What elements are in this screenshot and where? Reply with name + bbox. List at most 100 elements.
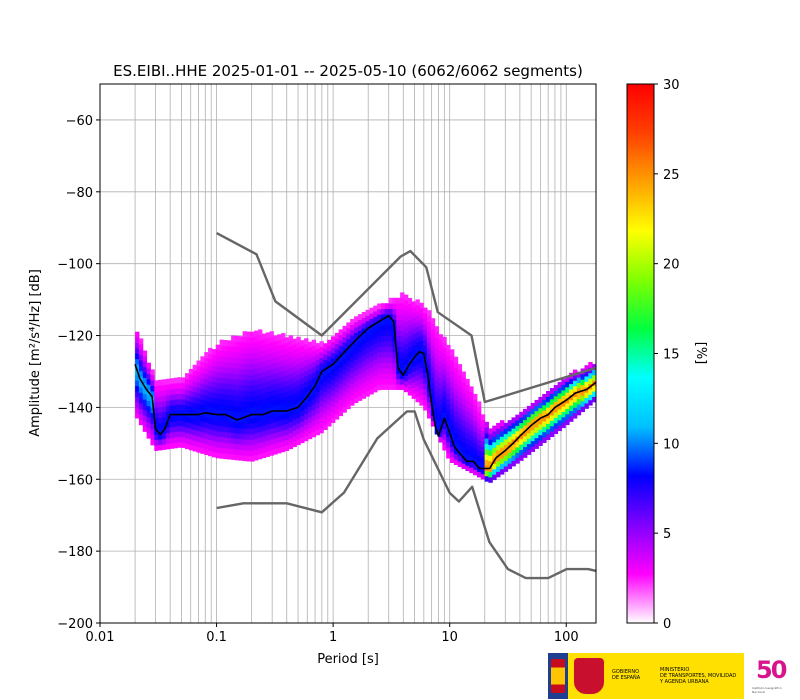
density-cell	[231, 351, 236, 358]
density-cell	[469, 413, 474, 420]
density-cell	[146, 416, 151, 423]
density-cell	[319, 395, 324, 401]
density-cell	[461, 425, 466, 432]
density-cell	[392, 308, 397, 315]
density-cell	[553, 385, 559, 391]
density-cell	[277, 425, 282, 432]
density-cell	[553, 428, 559, 435]
density-cell	[569, 394, 574, 401]
density-cell	[469, 440, 474, 447]
density-cell	[530, 429, 536, 436]
density-cell	[542, 420, 547, 427]
density-cell	[519, 422, 524, 429]
density-cell	[338, 350, 343, 357]
density-cell	[211, 392, 217, 399]
density-cell	[519, 444, 524, 451]
density-cell	[242, 417, 247, 424]
density-cell	[284, 445, 290, 451]
density-cell	[523, 446, 528, 453]
density-cell	[400, 378, 405, 385]
density-cell	[307, 433, 313, 440]
density-cell	[411, 349, 416, 356]
density-cell	[365, 347, 370, 354]
density-cell	[273, 405, 278, 412]
density-cell	[192, 364, 198, 371]
density-cell	[327, 382, 332, 389]
density-cell	[269, 363, 274, 370]
density-cell	[246, 450, 251, 457]
density-cell	[227, 351, 232, 358]
density-cell	[415, 374, 420, 381]
density-cell	[411, 382, 416, 389]
density-cell	[549, 404, 555, 411]
density-cell	[361, 328, 367, 335]
density-cell	[215, 452, 221, 459]
density-cell	[215, 376, 221, 383]
density-cell	[465, 432, 470, 439]
density-cell	[377, 357, 382, 364]
density-cell	[369, 334, 374, 341]
density-cell	[215, 403, 221, 410]
density-cell	[438, 436, 443, 443]
density-cell	[158, 439, 163, 446]
density-cell	[457, 396, 463, 403]
density-cell	[557, 387, 562, 394]
density-cell	[430, 355, 436, 362]
density-cell	[296, 374, 301, 381]
density-cell	[338, 399, 343, 406]
density-cell	[446, 382, 451, 389]
density-cell	[177, 404, 182, 411]
density-cell	[231, 389, 236, 396]
density-cell	[469, 402, 474, 409]
density-cell	[511, 428, 516, 435]
density-cell	[227, 421, 232, 428]
density-cell	[457, 407, 463, 414]
density-cell	[357, 314, 363, 321]
density-cell	[219, 420, 224, 427]
density-cell	[181, 442, 186, 448]
density-cell	[380, 303, 386, 310]
density-cell	[388, 340, 393, 347]
density-cell	[185, 427, 190, 433]
density-cell	[250, 374, 255, 381]
density-cell	[415, 310, 420, 317]
density-cell	[227, 356, 232, 363]
density-cell	[384, 303, 390, 310]
density-cell	[392, 303, 397, 310]
density-cell	[208, 444, 213, 451]
density-cell	[419, 372, 424, 379]
density-cell	[446, 447, 451, 454]
density-cell	[327, 372, 332, 379]
density-cell	[281, 435, 286, 442]
density-cell	[185, 389, 190, 396]
density-cell	[377, 319, 382, 326]
density-cell	[453, 362, 459, 368]
density-cell	[576, 382, 582, 389]
density-cell	[311, 431, 317, 438]
density-cell	[142, 426, 148, 432]
density-cell	[453, 432, 459, 439]
density-cell	[465, 454, 470, 461]
density-cell	[154, 434, 159, 441]
density-cell	[572, 401, 578, 408]
density-cell	[469, 407, 474, 414]
density-cell	[384, 378, 390, 385]
density-cell	[419, 335, 424, 341]
density-cell	[188, 444, 194, 451]
density-cell	[223, 377, 228, 384]
density-cell	[284, 337, 290, 344]
density-cell	[154, 439, 159, 446]
density-cell	[281, 430, 286, 437]
density-cell	[415, 396, 420, 403]
density-cell	[138, 354, 144, 361]
density-cell	[415, 331, 420, 338]
density-cell	[288, 421, 294, 428]
density-cell	[250, 407, 255, 414]
density-cell	[261, 441, 267, 448]
density-cell	[377, 308, 382, 315]
density-cell	[549, 414, 555, 421]
density-cell	[423, 399, 428, 406]
density-cell	[434, 396, 440, 403]
density-cell	[265, 337, 271, 344]
density-cell	[476, 428, 482, 435]
